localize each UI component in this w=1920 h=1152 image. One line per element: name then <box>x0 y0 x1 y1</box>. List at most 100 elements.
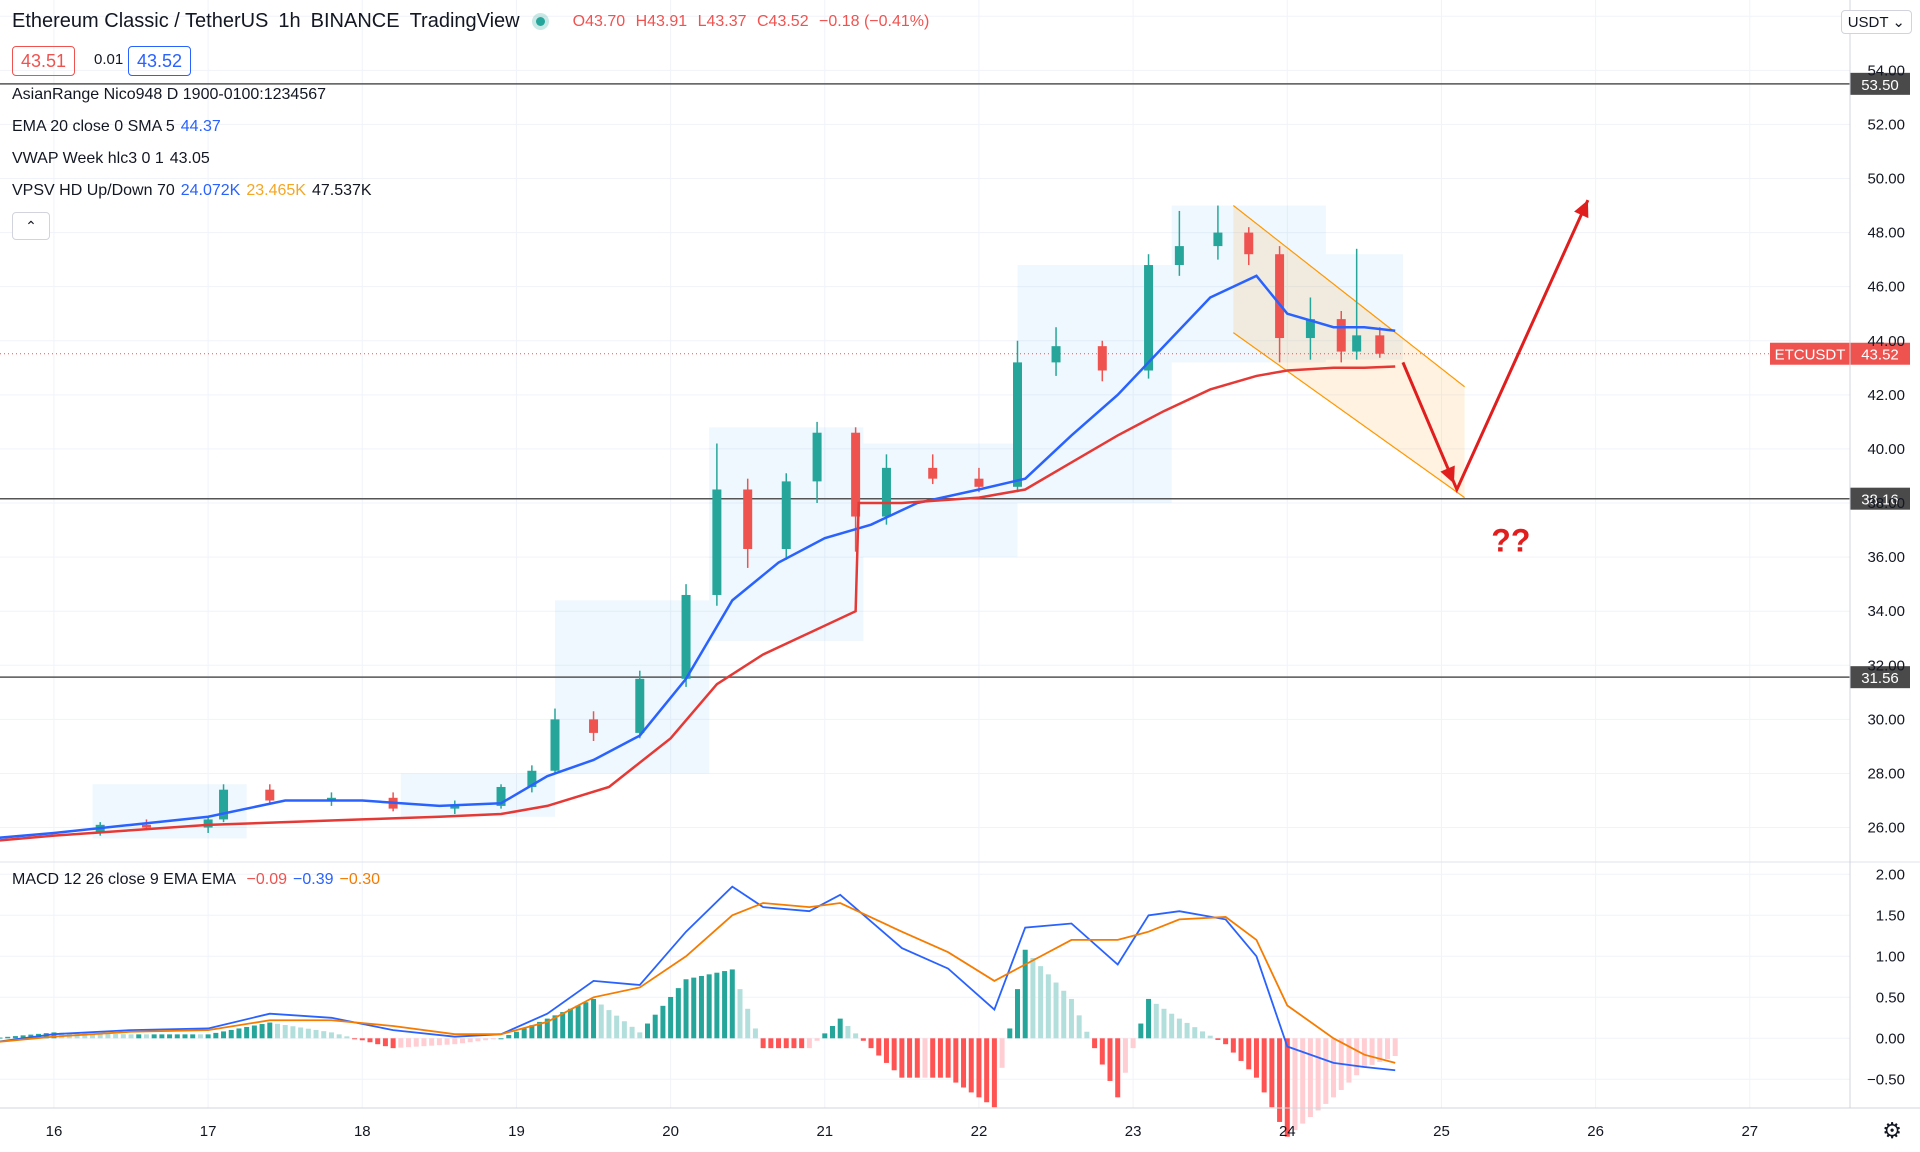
candle-body <box>635 678 645 733</box>
exchange: BINANCE <box>310 10 400 32</box>
price-tick-label: 44.00 <box>1867 333 1905 350</box>
macd-tick-label: −0.50 <box>1867 1071 1905 1088</box>
indicator-legend-label: EMA 20 close 0 SMA 5 <box>12 118 175 135</box>
macd-histogram-bar <box>1246 1038 1252 1070</box>
macd-histogram-bar <box>120 1034 126 1039</box>
macd-histogram-bar <box>1253 1038 1259 1078</box>
macd-histogram-bar <box>1238 1038 1244 1061</box>
macd-histogram-bar <box>537 1021 543 1039</box>
macd-histogram-bar <box>907 1038 913 1078</box>
macd-histogram-bar <box>1331 1038 1337 1098</box>
candle-body <box>1275 254 1285 339</box>
indicator-legend-label: VPSV HD Up/Down 70 <box>12 182 175 199</box>
price-tick-label: 42.00 <box>1867 387 1905 404</box>
macd-tick-label: 2.00 <box>1876 866 1905 883</box>
macd-histogram-bar <box>436 1038 442 1046</box>
macd-histogram-bar <box>382 1038 388 1047</box>
macd-histogram-bar <box>652 1014 658 1039</box>
macd-histogram-bar <box>467 1038 473 1043</box>
macd-histogram-bar <box>1277 1038 1283 1122</box>
price-tick-label: 26.00 <box>1867 820 1905 837</box>
macd-legend[interactable]: MACD 12 26 close 9 EMA EMA −0.09 −0.39 −0.… <box>12 871 386 889</box>
macd-tick-label: 0.00 <box>1876 1030 1905 1047</box>
indicator-legend[interactable]: EMA 20 close 0 SMA 5 44.37 <box>12 118 227 136</box>
symbol-tag-bg <box>1770 342 1850 365</box>
candle-body <box>1352 335 1362 352</box>
macd-histogram-bar <box>830 1026 835 1039</box>
macd-histogram-bar <box>1122 1038 1128 1073</box>
level-label-bg <box>1850 666 1910 689</box>
macd-histogram-bar <box>1354 1038 1360 1076</box>
macd-histogram-bar <box>1377 1038 1383 1062</box>
macd-histogram-bar <box>5 1036 11 1039</box>
macd-histogram-bar <box>675 988 681 1039</box>
ohlc-change: −0.18 (−0.41%) <box>819 12 930 30</box>
collapse-legend-button[interactable]: ⌃ <box>12 212 50 240</box>
macd-histogram-bar <box>953 1038 959 1083</box>
macd-histogram-bar <box>359 1038 365 1041</box>
macd-histogram-bar <box>1369 1038 1375 1065</box>
spread-value: 0.01 <box>94 51 124 68</box>
macd-histogram-bar <box>1307 1038 1313 1118</box>
macd-histogram-bar <box>606 1010 612 1039</box>
market-status-dot-icon <box>535 17 545 26</box>
macd-histogram-bar <box>945 1038 951 1078</box>
macd-histogram-bar <box>999 1038 1005 1068</box>
macd-histogram-bar <box>1192 1027 1198 1039</box>
indicator-legend[interactable]: AsianRange Nico948 D 1900-0100:1234567 <box>12 86 332 104</box>
macd-histogram-bar <box>961 1038 967 1088</box>
macd-histogram-bar <box>1092 1038 1098 1049</box>
candle-body <box>141 824 151 828</box>
macd-histogram-bar <box>174 1034 180 1039</box>
macd-histogram-bar <box>328 1032 334 1039</box>
macd-histogram-bar <box>213 1032 219 1039</box>
candle-body <box>1305 319 1315 339</box>
indicator-value: 24.072K <box>180 182 241 199</box>
macd-histogram-bar <box>575 1005 581 1039</box>
sell-price-button[interactable]: 43.51 <box>12 46 76 76</box>
macd-histogram-bar <box>914 1038 920 1078</box>
indicator-value: 23.465K <box>246 182 306 199</box>
arrow-down-icon <box>1440 465 1455 484</box>
candle-body <box>450 805 460 809</box>
descending-channel <box>1233 205 1465 498</box>
time-tick-label: 21 <box>816 1123 833 1140</box>
indicator-legend[interactable]: VPSV HD Up/Down 70 24.072K 23.465K 47.537K <box>12 182 378 200</box>
macd-histogram-bar <box>1207 1035 1213 1039</box>
candle-body <box>1213 232 1223 247</box>
macd-histogram-bar <box>1315 1038 1321 1111</box>
currency-selector[interactable]: USDT ⌄ <box>1840 10 1912 34</box>
macd-histogram-bar <box>12 1036 18 1039</box>
macd-value: −0.30 <box>339 871 380 888</box>
macd-histogram-bar <box>506 1035 512 1039</box>
gear-icon[interactable]: ⚙ <box>1882 1118 1902 1143</box>
ema-line <box>0 274 1396 839</box>
macd-histogram-bar <box>490 1038 496 1040</box>
price-tick-label: 36.00 <box>1867 549 1905 566</box>
interval[interactable]: 1h <box>278 10 301 32</box>
buy-price-button[interactable]: 43.52 <box>128 46 192 76</box>
macd-histogram-bar <box>968 1038 974 1093</box>
price-tick-label: 48.00 <box>1867 225 1905 242</box>
macd-histogram-bar <box>822 1033 828 1039</box>
macd-histogram-bar <box>452 1038 458 1045</box>
macd-histogram-bar <box>460 1038 465 1044</box>
macd-histogram-bar <box>683 979 689 1039</box>
macd-histogram-bar <box>552 1015 558 1039</box>
candle-body <box>326 797 336 801</box>
macd-histogram-bar <box>791 1038 797 1049</box>
macd-histogram-bar <box>560 1012 566 1039</box>
macd-line <box>0 885 1396 1072</box>
candle-body <box>1244 232 1254 255</box>
macd-histogram-bar <box>1300 1038 1306 1124</box>
macd-histogram-bar <box>182 1034 188 1039</box>
macd-histogram-bar <box>1269 1038 1275 1108</box>
chevron-up-icon: ⌃ <box>25 217 37 234</box>
macd-histogram-bar <box>521 1028 527 1039</box>
macd-histogram-bar <box>1169 1013 1175 1039</box>
symbol-name[interactable]: Ethereum Classic / TetherUS <box>12 10 269 32</box>
indicator-legend[interactable]: VWAP Week hlc3 0 1 43.05 <box>12 150 216 168</box>
symbol-tag: ETCUSDT <box>1775 347 1846 364</box>
macd-histogram-bar <box>82 1033 88 1039</box>
